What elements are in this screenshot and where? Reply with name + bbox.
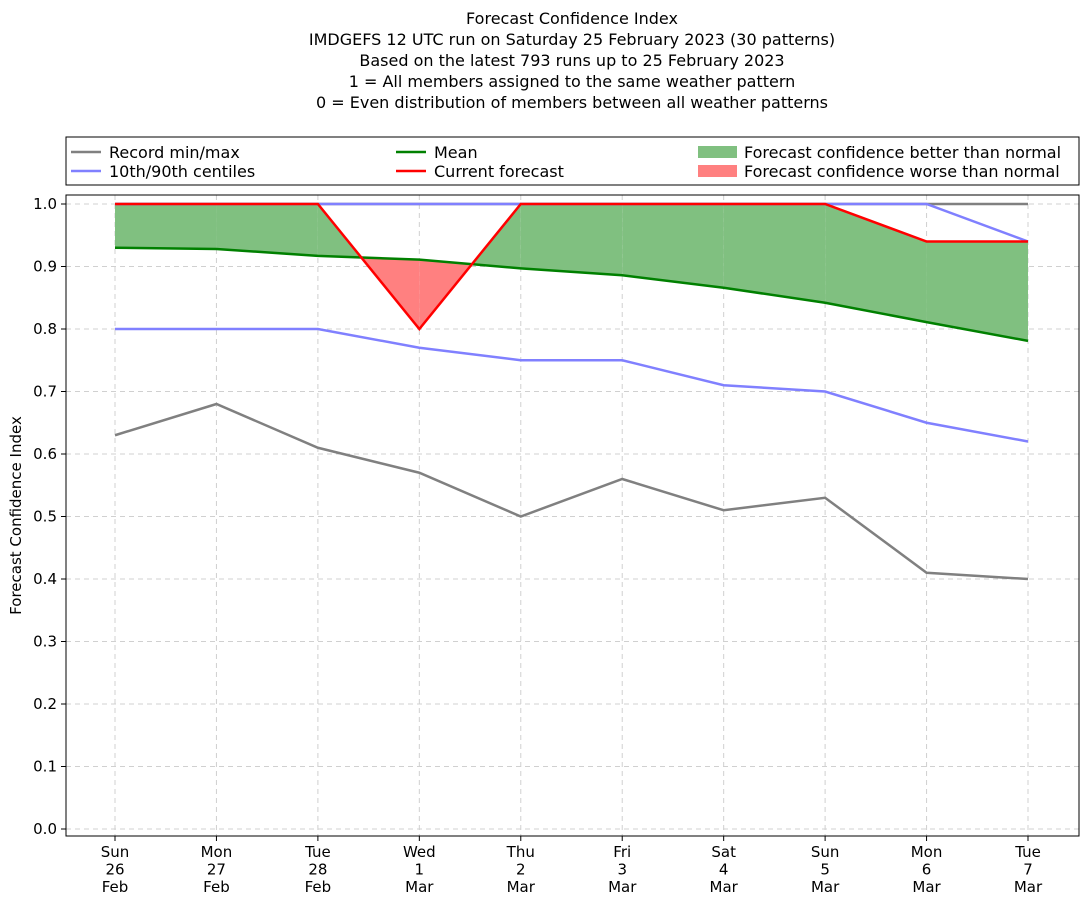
y-tick-label: 0.4: [33, 570, 57, 588]
x-tick-label: Sun: [811, 843, 840, 861]
x-tick-label: Sun: [101, 843, 130, 861]
legend-label-mean: Mean: [434, 143, 478, 162]
fill-better-than-normal: [622, 204, 724, 288]
confidence-fills: [115, 204, 1028, 341]
x-tick-label: 6: [922, 861, 932, 879]
y-tick-label: 0.2: [33, 695, 57, 713]
fill-better-than-normal: [115, 204, 217, 249]
fill-better-than-normal: [723, 204, 826, 303]
series-line-mean: [114, 246, 1029, 343]
x-tick-label: 7: [1023, 861, 1033, 879]
x-tick-label: Mar: [608, 878, 637, 896]
y-axis-label: Forecast Confidence Index: [7, 416, 25, 615]
legend-frame: [65, 136, 1080, 186]
legend-handle-better: [698, 146, 737, 158]
axes: 0.00.10.20.30.40.50.60.70.80.91.0Sun26Fe…: [33, 194, 1080, 896]
x-tick-label: 3: [617, 861, 627, 879]
legend-label-better: Forecast confidence better than normal: [744, 143, 1061, 162]
x-tick-label: Mar: [912, 878, 941, 896]
title-line-2: IMDGEFS 12 UTC run on Saturday 25 Februa…: [309, 30, 835, 49]
x-tick-label: Feb: [203, 878, 230, 896]
y-tick-label: 0.5: [33, 508, 57, 526]
x-tick-label: Mon: [201, 843, 233, 861]
x-tick-label: 27: [207, 861, 226, 879]
series-line-p10: [115, 327, 1029, 443]
x-tick-label: Tue: [1014, 843, 1041, 861]
x-tick-label: Sat: [711, 843, 736, 861]
x-tick-label: 5: [820, 861, 830, 879]
y-tick-label: 0.0: [33, 820, 57, 838]
series-line-record-min: [114, 402, 1029, 581]
plot-frame: [65, 194, 1080, 837]
fill-better-than-normal: [926, 241, 1028, 341]
y-tick-label: 0.3: [33, 633, 57, 651]
x-tick-label: 26: [105, 861, 124, 879]
legend-label-record: Record min/max: [109, 143, 240, 162]
chart-title: Forecast Confidence Index IMDGEFS 12 UTC…: [309, 9, 835, 112]
title-line-4: 1 = All members assigned to the same wea…: [349, 72, 796, 91]
y-tick-label: 0.9: [33, 258, 57, 276]
x-tick-label: Tue: [304, 843, 331, 861]
fill-better-than-normal: [825, 204, 927, 323]
y-tick-label: 0.8: [33, 320, 57, 338]
title-line-1: Forecast Confidence Index: [466, 9, 678, 28]
grid: [66, 195, 1079, 836]
x-tick-label: 2: [516, 861, 526, 879]
series-lines: [114, 202, 1029, 581]
x-tick-label: Mon: [911, 843, 943, 861]
x-tick-label: Mar: [507, 878, 536, 896]
y-tick-label: 0.1: [33, 758, 57, 776]
x-tick-label: Thu: [506, 843, 535, 861]
legend-handle-worse: [698, 165, 737, 177]
y-tick-label: 1.0: [33, 195, 57, 213]
plot-area: 0.00.10.20.30.40.50.60.70.80.91.0Sun26Fe…: [33, 194, 1080, 896]
x-tick-label: 28: [308, 861, 327, 879]
legend: Record min/max Mean Forecast confidence …: [65, 136, 1080, 186]
x-tick-label: Feb: [305, 878, 332, 896]
x-tick-label: Mar: [811, 878, 840, 896]
legend-label-current: Current forecast: [434, 162, 564, 181]
y-tick-label: 0.6: [33, 445, 57, 463]
x-tick-label: Mar: [405, 878, 434, 896]
title-line-3: Based on the latest 793 runs up to 25 Fe…: [359, 51, 784, 70]
x-tick-label: Wed: [403, 843, 436, 861]
legend-label-centiles: 10th/90th centiles: [109, 162, 255, 181]
x-tick-label: Mar: [710, 878, 739, 896]
x-tick-label: 1: [415, 861, 425, 879]
x-tick-label: Mar: [1014, 878, 1043, 896]
y-tick-label: 0.7: [33, 383, 57, 401]
series-line-current: [115, 202, 1028, 331]
x-tick-label: Fri: [613, 843, 631, 861]
x-tick-label: Feb: [102, 878, 129, 896]
legend-label-worse: Forecast confidence worse than normal: [744, 162, 1060, 181]
fill-better-than-normal: [520, 204, 623, 276]
title-line-5: 0 = Even distribution of members between…: [316, 93, 828, 112]
fill-better-than-normal: [216, 204, 318, 256]
x-tick-label: 4: [719, 861, 729, 879]
